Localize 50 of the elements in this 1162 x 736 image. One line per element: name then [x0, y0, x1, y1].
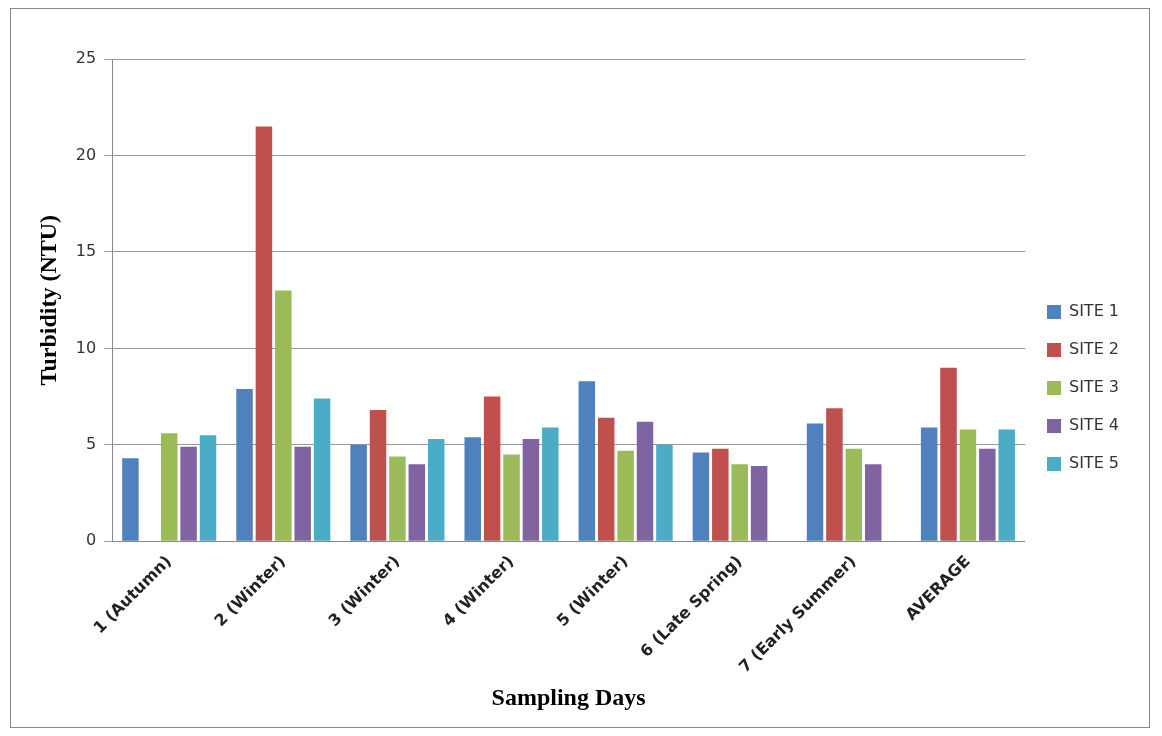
legend-label: SITE 1: [1068, 301, 1120, 321]
legend-label: SITE 4: [1068, 415, 1120, 435]
bar: [294, 446, 311, 541]
bar: [199, 435, 217, 541]
y-tick-label: 25: [75, 48, 97, 68]
bar: [578, 381, 596, 541]
bar: [959, 429, 977, 541]
bar: [656, 444, 673, 541]
x-axis-title: Sampling Days: [491, 683, 646, 710]
y-tick-label: 15: [75, 241, 97, 261]
bar: [464, 437, 481, 541]
y-tick-label: 10: [75, 337, 97, 357]
bar: [522, 439, 540, 541]
bar: [275, 290, 292, 541]
bar: [806, 423, 824, 541]
bar: [864, 464, 882, 541]
bar: [122, 458, 139, 541]
y-tick-label: 20: [75, 144, 97, 164]
bar: [597, 417, 615, 541]
legend-label: SITE 5: [1068, 453, 1120, 473]
bar: [160, 433, 178, 541]
bar: [940, 367, 957, 541]
bar: [826, 408, 843, 541]
bar: [920, 427, 938, 541]
legend-label: SITE 3: [1068, 377, 1120, 397]
bar: [542, 427, 559, 541]
bar: [408, 464, 426, 541]
bar: [617, 450, 634, 541]
bar: [255, 126, 273, 541]
bar: [236, 388, 253, 541]
bar: [313, 398, 331, 541]
bar: [998, 429, 1015, 541]
bar: [979, 448, 996, 541]
y-axis-title: Turbidity (NTU): [34, 214, 61, 386]
bar: [427, 439, 445, 541]
bar: [369, 410, 387, 541]
y-tick-label: 5: [85, 434, 97, 453]
bar: [845, 448, 863, 541]
bar: [692, 452, 710, 541]
bar: [350, 444, 367, 541]
bar: [503, 454, 520, 541]
legend-label: SITE 2: [1068, 339, 1120, 359]
y-tick-label: 0: [85, 530, 97, 550]
bar: [750, 466, 768, 541]
bar: [712, 448, 729, 541]
bar: [731, 464, 748, 541]
bar: [389, 456, 406, 541]
bar: [483, 396, 501, 541]
bar: [636, 421, 654, 541]
bar: [180, 446, 197, 541]
